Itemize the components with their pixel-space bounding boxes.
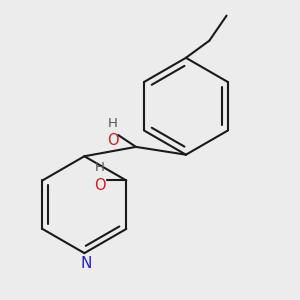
Text: H: H [108, 117, 117, 130]
Text: O: O [107, 133, 118, 148]
Text: N: N [80, 256, 92, 271]
Text: O: O [94, 178, 105, 193]
Text: H: H [94, 160, 104, 174]
